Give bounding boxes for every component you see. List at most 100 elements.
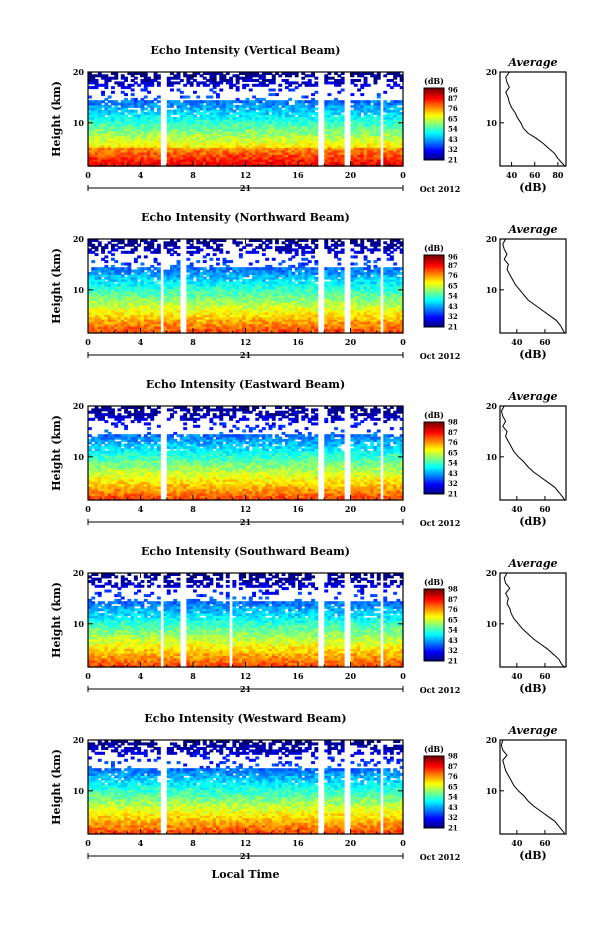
heatmap-cell (124, 161, 128, 165)
heatmap-cell (330, 126, 335, 129)
heatmap-cell (337, 79, 342, 82)
heatmap-cell (245, 149, 250, 153)
heatmap-cell (114, 321, 119, 325)
heatmap-cell (179, 149, 184, 153)
heatmap-cell (156, 309, 161, 313)
heatmap-cell (396, 109, 401, 113)
heatmap-cell (170, 109, 174, 113)
heatmap-cell (311, 104, 315, 108)
heatmap-cell (130, 323, 135, 327)
heatmap-cell (389, 112, 394, 115)
heatmap-cell (298, 278, 302, 282)
heatmap-cell (242, 300, 247, 304)
x-tick-label: 8 (190, 170, 196, 180)
heatmap-cell (284, 161, 289, 165)
heatmap-cell (170, 316, 174, 320)
heatmap-cell (186, 81, 191, 85)
heatmap-cell (150, 100, 155, 104)
heatmap-cell (88, 126, 92, 129)
heatmap-cell (261, 330, 266, 334)
heatmap-cell (225, 295, 230, 299)
heatmap-cell (91, 271, 96, 275)
heatmap-cell (265, 133, 270, 137)
heatmap-cell (252, 79, 256, 82)
heatmap-cell (334, 116, 338, 120)
heatmap-cell (278, 293, 283, 297)
heatmap-cell (294, 283, 299, 287)
heatmap-cell (311, 328, 315, 332)
heatmap-cell (101, 83, 105, 87)
heatmap-cell (88, 250, 92, 254)
heatmap-cell (298, 246, 302, 250)
heatmap-cell (94, 295, 99, 299)
heatmap-cell (166, 123, 171, 127)
heatmap-cell (396, 130, 401, 134)
heatmap-cell (101, 314, 105, 318)
heatmap-cell (265, 311, 270, 315)
heatmap-cell (281, 144, 286, 148)
heatmap-cell (111, 311, 115, 315)
heatmap-cell (288, 286, 293, 289)
heatmap-cell (268, 325, 273, 329)
heatmap-cell (222, 137, 227, 141)
heatmap-cell (288, 154, 293, 158)
heatmap-cell (209, 137, 214, 141)
heatmap-cell (114, 100, 119, 104)
heatmap-cell (314, 142, 319, 146)
heatmap-cell (206, 253, 210, 257)
heatmap-cell (156, 304, 161, 308)
heatmap-cell (294, 123, 299, 127)
heatmap-cell (130, 318, 135, 322)
heatmap-cell (179, 119, 184, 122)
heatmap-cell (258, 156, 263, 160)
heatmap-cell (94, 321, 99, 325)
heatmap-cell (199, 304, 204, 308)
heatmap-cell (150, 250, 155, 254)
heatmap-cell (133, 102, 138, 106)
heatmap-cell (147, 114, 151, 118)
heatmap-cell (183, 130, 188, 134)
heatmap-cell (143, 276, 148, 280)
heatmap-cell (284, 81, 289, 85)
heatmap-cell (114, 307, 119, 311)
heatmap-cell (275, 133, 279, 137)
heatmap-cell (337, 83, 342, 87)
heatmap-cell (137, 156, 142, 160)
heatmap-cell (88, 154, 92, 158)
heatmap-cell (268, 116, 273, 120)
heatmap-cell (314, 107, 319, 111)
heatmap-cell (196, 83, 201, 87)
heatmap-cell (278, 248, 283, 252)
heatmap-cell (232, 112, 237, 115)
heatmap-cell (258, 140, 263, 144)
heatmap-cell (291, 149, 296, 153)
heatmap-cell (186, 278, 191, 282)
heatmap-cell (291, 286, 296, 289)
heatmap-cell (255, 128, 260, 132)
heatmap-cell (91, 274, 96, 278)
heatmap-cell (133, 114, 138, 118)
heatmap-cell (206, 100, 210, 104)
heatmap-cell (107, 135, 112, 139)
heatmap-cell (199, 140, 204, 144)
heatmap-cell (288, 144, 293, 148)
heatmap-cell (242, 109, 247, 113)
heatmap-cell (176, 121, 181, 125)
heatmap-cell (170, 81, 174, 85)
heatmap-cell (150, 271, 155, 275)
heatmap-cell (189, 321, 194, 325)
heatmap-cell (245, 250, 250, 254)
heatmap-cell (245, 274, 250, 278)
heatmap-cell (196, 325, 201, 329)
heatmap-cell (216, 126, 220, 129)
heatmap-cell (147, 248, 151, 252)
heatmap-cell (225, 121, 230, 125)
heatmap-cell (206, 316, 210, 320)
heatmap-cell (353, 135, 358, 139)
heatmap-cell (127, 86, 132, 90)
heatmap-cell (216, 330, 220, 334)
heatmap-cell (120, 316, 125, 320)
heatmap-cell (147, 314, 151, 318)
heatmap-cell (376, 151, 381, 155)
heatmap-cell (140, 151, 145, 155)
